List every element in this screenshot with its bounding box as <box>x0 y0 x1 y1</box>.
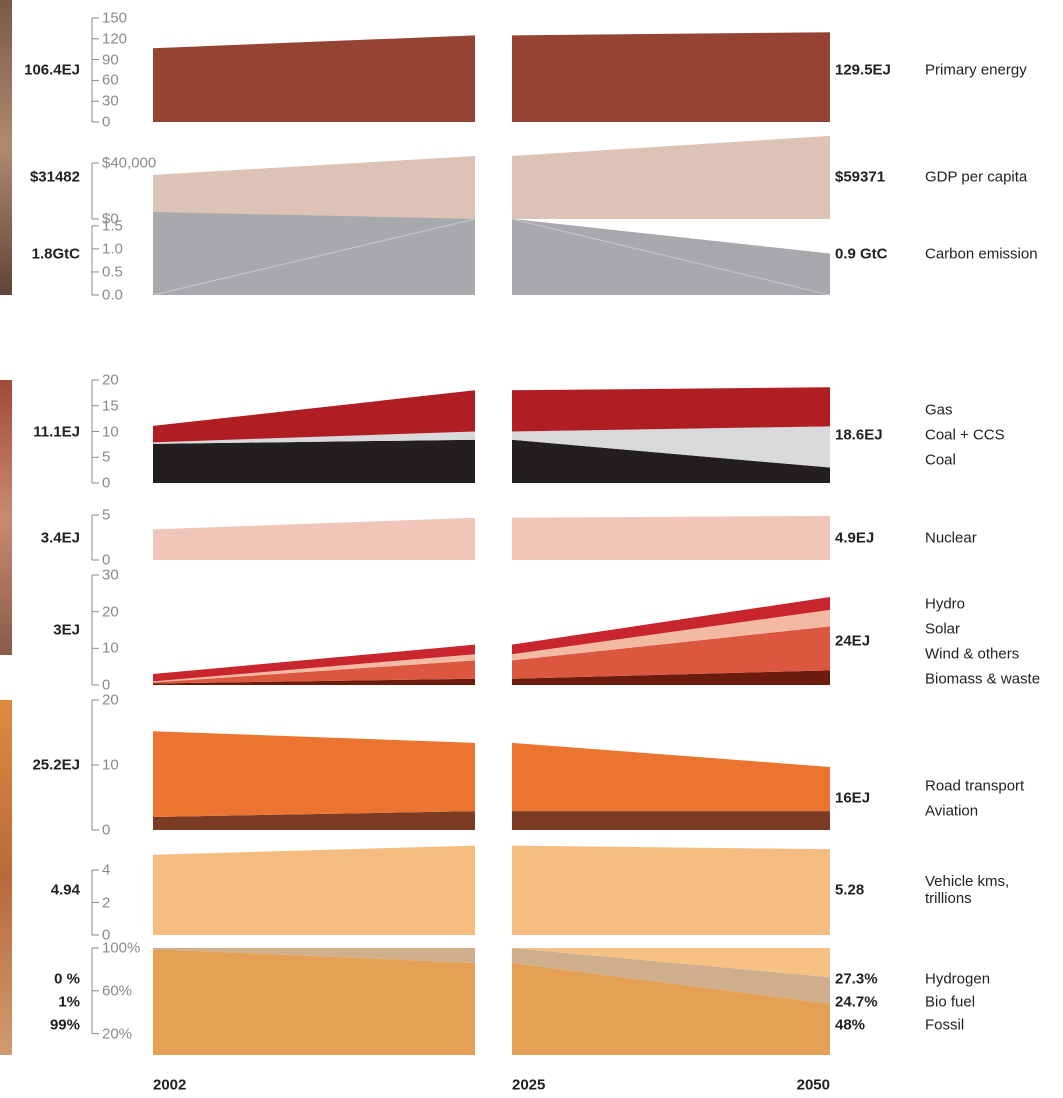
y-tick-label: 20 <box>102 691 119 708</box>
y-tick-label: 10 <box>102 640 119 657</box>
x-tick-label: 2025 <box>512 1076 545 1093</box>
end-label: 5.28 <box>835 881 864 898</box>
area-segment <box>512 846 830 935</box>
end-label: 16EJ <box>835 790 870 807</box>
area-segment <box>153 846 475 935</box>
legend-label: Nuclear <box>925 529 1055 546</box>
area-segment <box>153 949 475 1055</box>
y-tick-label: 0.5 <box>102 263 123 280</box>
y-tick-label: 0 <box>102 474 110 491</box>
end-label: $59371 <box>835 168 885 185</box>
start-label: 106.4EJ <box>24 61 80 78</box>
start-label: 1.8GtC <box>32 245 80 262</box>
chart <box>0 0 1063 1098</box>
legend-label: Gas <box>925 401 1055 418</box>
start-label: 3.4EJ <box>41 529 80 546</box>
area-segment <box>153 518 475 560</box>
y-tick-label: 100% <box>102 939 140 956</box>
legend-label: Wind & others <box>925 645 1055 662</box>
y-tick-label: 0 <box>102 113 110 130</box>
y-tick-label: 2 <box>102 894 110 911</box>
end-label: 24.7% <box>835 993 878 1010</box>
y-tick-label: 30 <box>102 566 119 583</box>
start-label: 4.94 <box>51 881 80 898</box>
start-label: 99% <box>50 1016 80 1033</box>
y-tick-label: 120 <box>102 30 127 47</box>
start-label: 0 % <box>54 970 80 987</box>
area-segment <box>153 156 475 219</box>
x-tick-label: 2002 <box>153 1076 186 1093</box>
legend-label: Vehicle kms, trillions <box>925 872 1055 907</box>
area-segment <box>512 743 830 811</box>
legend-label: Primary energy <box>925 61 1055 78</box>
legend-label: Bio fuel <box>925 993 1055 1010</box>
legend-label: Biomass & waste <box>925 670 1055 687</box>
y-tick-label: 15 <box>102 397 119 414</box>
legend-label: Coal + CCS <box>925 426 1055 443</box>
start-label: 3EJ <box>53 621 80 638</box>
page: {"chart_data": [ {"type": "area", "x": [… <box>0 0 1063 1098</box>
end-label: 27.3% <box>835 970 878 987</box>
y-tick-label: 20 <box>102 603 119 620</box>
legend-label: GDP per capita <box>925 168 1055 185</box>
end-label: 48% <box>835 1016 865 1033</box>
start-label: 25.2EJ <box>32 756 80 773</box>
end-label: 0.9 GtC <box>835 245 888 262</box>
area-segment <box>512 136 830 219</box>
start-label: $31482 <box>30 168 80 185</box>
end-label: 4.9EJ <box>835 529 874 546</box>
end-label: 129.5EJ <box>835 61 891 78</box>
legend-label: Carbon emission <box>925 245 1055 262</box>
legend-label: Road transport <box>925 777 1055 794</box>
y-tick-label: 4 <box>102 861 110 878</box>
y-tick-label: $40,000 <box>102 154 156 171</box>
photo-strip <box>0 0 12 295</box>
x-tick-label: 2050 <box>797 1076 830 1093</box>
y-tick-label: 60 <box>102 72 119 89</box>
legend-label: Hydro <box>925 595 1055 612</box>
y-tick-label: 60% <box>102 982 132 999</box>
marks <box>92 18 830 1055</box>
legend-label: Solar <box>925 620 1055 637</box>
y-tick-label: 90 <box>102 51 119 68</box>
y-tick-label: 5 <box>102 506 110 523</box>
legend-label: Aviation <box>925 802 1055 819</box>
y-tick-label: 10 <box>102 756 119 773</box>
area-segment <box>153 212 475 295</box>
y-tick-label: 5 <box>102 449 110 466</box>
area-segment <box>153 731 475 817</box>
area-segment <box>512 32 830 122</box>
area-segment <box>153 440 475 483</box>
photo-strip <box>0 380 12 655</box>
y-tick-label: 30 <box>102 93 119 110</box>
area-segment <box>153 35 475 122</box>
y-tick-label: 20 <box>102 371 119 388</box>
photo-strip <box>0 700 12 1055</box>
legend-label: Fossil <box>925 1016 1055 1033</box>
y-tick-label: 150 <box>102 9 127 26</box>
y-tick-label: 20% <box>102 1025 132 1042</box>
y-tick-label: 1.5 <box>102 217 123 234</box>
start-label: 11.1EJ <box>33 423 80 440</box>
area-segment <box>512 387 830 431</box>
y-tick-label: 1.0 <box>102 240 123 257</box>
y-tick-label: 0 <box>102 821 110 838</box>
start-label: 1% <box>58 993 80 1010</box>
legend-label: Coal <box>925 451 1055 468</box>
area-segment <box>512 516 830 560</box>
legend-label: Hydrogen <box>925 970 1055 987</box>
end-label: 24EJ <box>835 632 870 649</box>
area-segment <box>512 811 830 830</box>
end-label: 18.6EJ <box>835 426 883 443</box>
y-tick-label: 0.0 <box>102 286 123 303</box>
y-tick-label: 10 <box>102 423 119 440</box>
